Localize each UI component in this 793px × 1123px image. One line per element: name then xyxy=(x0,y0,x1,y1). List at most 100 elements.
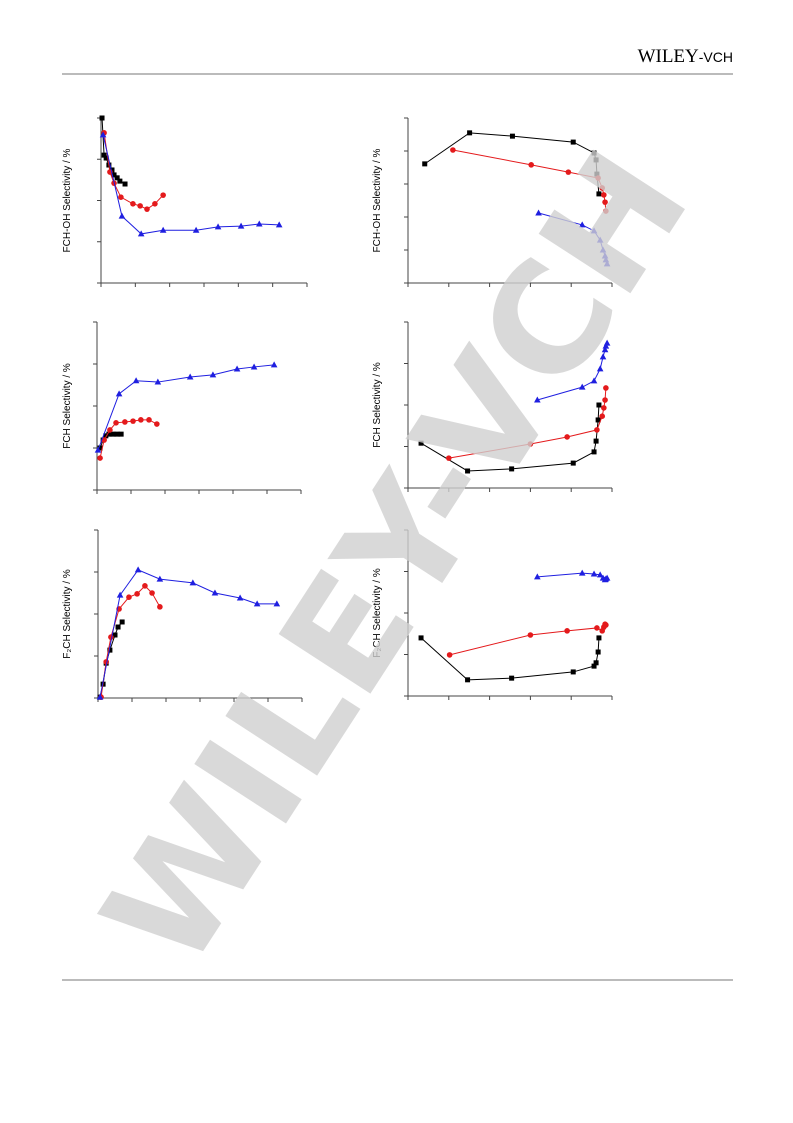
data-point xyxy=(418,635,424,641)
data-point xyxy=(594,625,600,631)
data-point xyxy=(117,178,123,184)
data-point xyxy=(122,419,128,425)
chart: F₂CH Selectivity / % xyxy=(372,529,613,700)
data-point xyxy=(591,663,597,669)
data-point xyxy=(142,583,148,589)
data-point xyxy=(418,440,424,446)
series-line xyxy=(100,585,161,698)
data-point xyxy=(570,669,576,675)
data-point xyxy=(156,575,164,582)
data-point xyxy=(446,652,453,658)
data-point xyxy=(578,569,586,576)
data-point xyxy=(595,175,601,181)
data-point xyxy=(146,417,152,423)
data-point xyxy=(154,421,160,427)
data-point xyxy=(237,222,245,229)
data-point xyxy=(590,227,598,234)
data-point xyxy=(599,246,607,253)
chart: F₂CH Selectivity / % xyxy=(62,529,303,702)
data-point xyxy=(601,346,609,353)
data-point xyxy=(534,396,541,403)
data-point xyxy=(593,157,599,163)
data-point xyxy=(603,574,611,581)
data-point xyxy=(593,660,599,666)
data-point xyxy=(602,199,608,205)
data-point xyxy=(132,377,140,384)
chart: FCH-OH Selectivity / % xyxy=(372,117,613,287)
data-point xyxy=(108,634,114,640)
watermark: WILEY-VCH xyxy=(70,122,722,997)
data-point xyxy=(137,203,143,209)
data-point xyxy=(137,230,145,237)
data-point xyxy=(535,209,542,216)
data-point xyxy=(149,590,155,596)
publisher-logo: WILEY-VCH xyxy=(638,46,733,67)
data-point xyxy=(590,377,598,384)
data-point xyxy=(603,622,609,628)
data-point xyxy=(601,252,609,259)
data-point xyxy=(509,133,515,139)
data-point xyxy=(103,155,109,161)
data-point xyxy=(192,226,200,233)
data-point xyxy=(603,260,611,267)
data-point xyxy=(570,460,576,466)
data-point xyxy=(96,693,104,700)
data-point xyxy=(578,221,586,228)
data-point xyxy=(209,371,217,378)
data-point xyxy=(446,455,452,461)
data-point xyxy=(99,131,107,138)
series-line xyxy=(99,419,158,459)
data-point xyxy=(450,147,456,153)
y-axis-label: FCH Selectivity / % xyxy=(62,363,73,449)
data-point xyxy=(130,201,136,207)
data-point xyxy=(160,192,166,198)
data-point xyxy=(602,256,610,263)
data-point xyxy=(601,192,607,198)
data-point xyxy=(595,649,601,655)
data-point xyxy=(211,589,219,596)
data-point xyxy=(114,431,120,437)
data-point xyxy=(596,236,604,243)
series-line xyxy=(97,364,275,451)
data-point xyxy=(103,433,109,439)
data-point xyxy=(157,604,163,610)
data-point xyxy=(564,434,570,440)
data-point xyxy=(159,226,167,233)
data-point xyxy=(595,417,601,423)
data-point xyxy=(236,594,244,601)
data-point xyxy=(593,438,599,444)
data-point xyxy=(112,632,118,638)
data-point xyxy=(578,383,586,390)
series-line xyxy=(420,404,600,472)
chart: FCH-OH Selectivity / % xyxy=(62,115,308,287)
data-point xyxy=(130,418,136,424)
data-point xyxy=(118,431,124,437)
data-point xyxy=(603,385,609,391)
series-line xyxy=(102,134,280,235)
data-point xyxy=(97,455,103,461)
data-point xyxy=(110,431,116,437)
data-point xyxy=(97,445,103,451)
data-point xyxy=(214,223,222,230)
figure: FCH-OH Selectivity / % FCH-OH Selectivity… xyxy=(62,115,613,702)
data-point xyxy=(596,635,602,641)
data-point xyxy=(94,446,102,453)
data-point xyxy=(119,619,125,625)
y-axis-label: FCH-OH Selectivity / % xyxy=(372,148,383,252)
data-point xyxy=(599,185,606,191)
data-point xyxy=(154,378,162,385)
data-point xyxy=(596,365,604,372)
data-point xyxy=(422,161,428,167)
data-point xyxy=(138,417,144,423)
y-axis-label: FCH-OH Selectivity / % xyxy=(62,148,73,252)
data-point xyxy=(152,201,158,207)
data-point xyxy=(270,361,278,368)
data-point xyxy=(116,591,124,598)
data-point xyxy=(186,373,194,380)
data-point xyxy=(528,162,535,168)
data-point xyxy=(134,566,142,573)
data-point xyxy=(114,175,120,181)
data-point xyxy=(570,139,576,145)
